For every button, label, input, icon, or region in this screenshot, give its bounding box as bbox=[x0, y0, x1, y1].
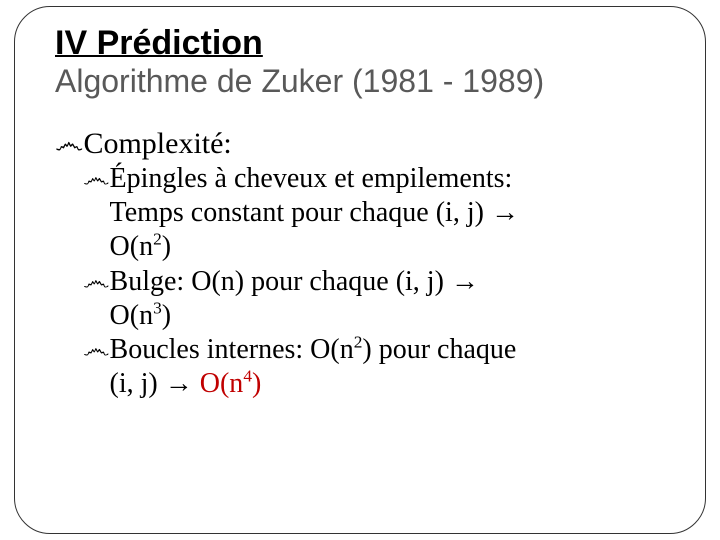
slide-content: ෴Complexité: ෴Épingles à cheveux et empi… bbox=[55, 126, 665, 402]
bullet-text: Épingles à cheveux et empilements:Temps … bbox=[110, 162, 519, 264]
bulge-result: O(n3) bbox=[110, 300, 172, 331]
bullet-text: Boucles internes: O(n2) pour chaque (i, j… bbox=[110, 333, 517, 401]
slide-subtitle: Algorithme de Zuker (1981 - 1989) bbox=[55, 64, 665, 99]
bullet-icon: ෴ bbox=[83, 265, 110, 299]
bullet-text: Bulge: O(n) pour chaque (i, j) → O(n3) bbox=[110, 265, 479, 333]
bullet-icon: ෴ bbox=[55, 126, 83, 163]
boucles-prefix: Boucles internes: bbox=[110, 334, 304, 365]
bulge-prefix: Bulge: bbox=[110, 266, 185, 297]
bullet-boucles: ෴Boucles internes: O(n2) pour chaque (i, … bbox=[83, 333, 665, 401]
bullet-text: Complexité: bbox=[83, 126, 231, 163]
bullet-icon: ෴ bbox=[83, 162, 110, 196]
bullet-icon: ෴ bbox=[83, 333, 110, 367]
arrow-icon: → bbox=[451, 266, 479, 297]
boucles-cont: (i, j) bbox=[110, 368, 165, 399]
bullet-complexite: ෴Complexité: bbox=[55, 126, 665, 163]
bullet-bulge: ෴Bulge: O(n) pour chaque (i, j) → O(n3) bbox=[83, 265, 665, 333]
bulge-mid: O(n) pour chaque (i, j) bbox=[184, 266, 451, 297]
boucles-mid: O(n2) pour chaque bbox=[303, 334, 516, 365]
epingles-cont1: Temps constant pour chaque (i, j) bbox=[110, 197, 491, 228]
arrow-icon: → bbox=[165, 368, 193, 399]
slide-frame: IV Prédiction Algorithme de Zuker (1981 … bbox=[14, 6, 706, 534]
bullet-epingles: ෴Épingles à cheveux et empilements:Temps… bbox=[83, 162, 665, 264]
boucles-result-highlight: O(n4) bbox=[200, 368, 262, 399]
arrow-icon: → bbox=[491, 197, 519, 228]
epingles-result: O(n2) bbox=[110, 231, 172, 262]
epingles-prefix: Épingles à cheveux et empilements: bbox=[110, 163, 513, 194]
slide-title: IV Prédiction bbox=[55, 25, 665, 62]
